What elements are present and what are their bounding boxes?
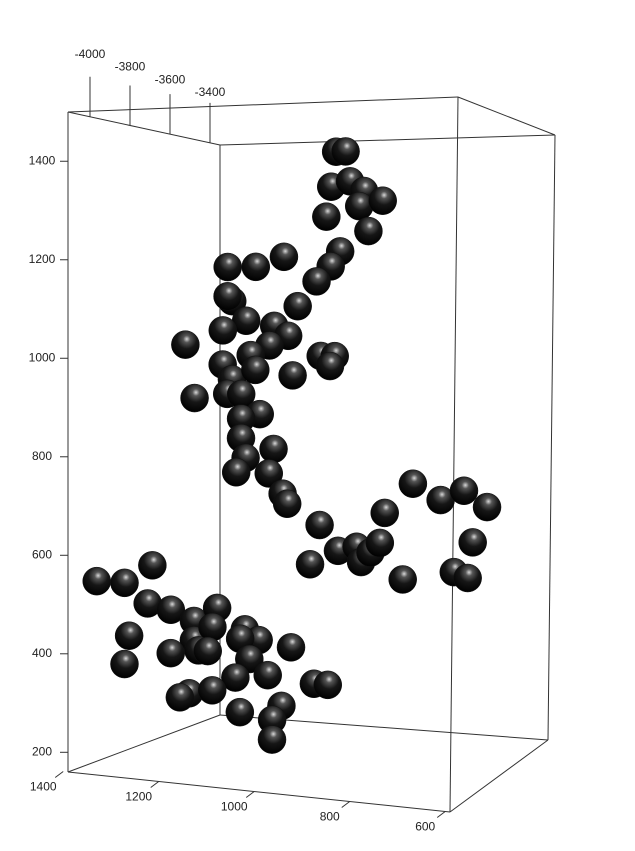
sphere bbox=[354, 216, 383, 246]
box-edge bbox=[449, 96, 459, 813]
sphere bbox=[225, 697, 255, 727]
sphere bbox=[305, 510, 334, 540]
box-edge bbox=[219, 134, 556, 146]
z-tick-label: 1400 bbox=[29, 153, 56, 167]
sphere bbox=[221, 458, 251, 487]
sphere bbox=[344, 191, 374, 221]
box-edge bbox=[457, 96, 556, 136]
x-tick-label: 1400 bbox=[30, 780, 57, 794]
sphere bbox=[472, 492, 502, 522]
sphere bbox=[253, 660, 282, 690]
sphere bbox=[398, 469, 428, 498]
box-edge bbox=[67, 111, 221, 146]
sphere bbox=[259, 434, 288, 464]
sphere bbox=[365, 528, 395, 558]
box-edge bbox=[67, 96, 459, 113]
sphere bbox=[110, 649, 139, 679]
sphere bbox=[197, 676, 227, 705]
x-tick bbox=[341, 801, 351, 808]
sphere bbox=[278, 361, 307, 390]
box-edge bbox=[547, 134, 556, 741]
sphere bbox=[165, 683, 195, 712]
sphere bbox=[82, 566, 111, 596]
x-tick-label: 1200 bbox=[125, 790, 152, 804]
y-tick-label: -3600 bbox=[155, 72, 186, 86]
x-tick-label: 1000 bbox=[221, 800, 248, 814]
sphere bbox=[221, 663, 250, 692]
sphere bbox=[254, 459, 284, 488]
sphere bbox=[283, 291, 312, 321]
z-tick-label: 800 bbox=[32, 449, 52, 463]
sphere bbox=[180, 383, 209, 413]
sphere bbox=[295, 550, 325, 579]
sphere bbox=[276, 633, 306, 662]
box-edge bbox=[67, 771, 451, 813]
sphere bbox=[208, 316, 238, 345]
sphere bbox=[110, 568, 139, 598]
sphere bbox=[269, 242, 299, 272]
sphere bbox=[368, 186, 397, 215]
sphere bbox=[156, 595, 186, 625]
y-tick-label: -4000 bbox=[75, 47, 106, 61]
z-tick-label: 1000 bbox=[29, 350, 56, 364]
x-tick bbox=[54, 771, 64, 778]
z-tick-label: 200 bbox=[32, 744, 52, 758]
sphere bbox=[241, 355, 270, 385]
x-tick bbox=[150, 781, 160, 788]
sphere bbox=[388, 565, 417, 594]
sphere bbox=[213, 252, 242, 282]
x-tick bbox=[245, 791, 255, 798]
sphere bbox=[315, 351, 345, 381]
sphere bbox=[193, 636, 222, 666]
sphere bbox=[213, 282, 242, 311]
sphere bbox=[313, 670, 343, 700]
sphere bbox=[312, 202, 341, 231]
x-tick-label: 600 bbox=[415, 820, 435, 834]
sphere bbox=[449, 476, 479, 506]
z-tick-label: 1200 bbox=[29, 252, 56, 266]
box-edge bbox=[67, 714, 221, 773]
sphere bbox=[156, 638, 185, 668]
sphere bbox=[241, 252, 271, 282]
sphere bbox=[171, 330, 200, 359]
sphere bbox=[114, 621, 144, 650]
z-tick-label: 400 bbox=[32, 646, 52, 660]
sphere bbox=[370, 498, 399, 528]
sphere bbox=[453, 563, 482, 593]
box-edge bbox=[449, 739, 549, 813]
y-tick-label: -3800 bbox=[115, 60, 146, 74]
x-tick-label: 800 bbox=[320, 810, 340, 824]
sphere bbox=[272, 489, 302, 519]
sphere bbox=[331, 137, 360, 166]
x-tick bbox=[436, 811, 446, 818]
z-tick-label: 600 bbox=[32, 547, 52, 561]
sphere bbox=[138, 551, 167, 580]
sphere bbox=[302, 267, 331, 296]
sphere bbox=[257, 725, 287, 754]
sphere bbox=[458, 528, 487, 557]
y-tick-label: -3400 bbox=[195, 85, 226, 99]
